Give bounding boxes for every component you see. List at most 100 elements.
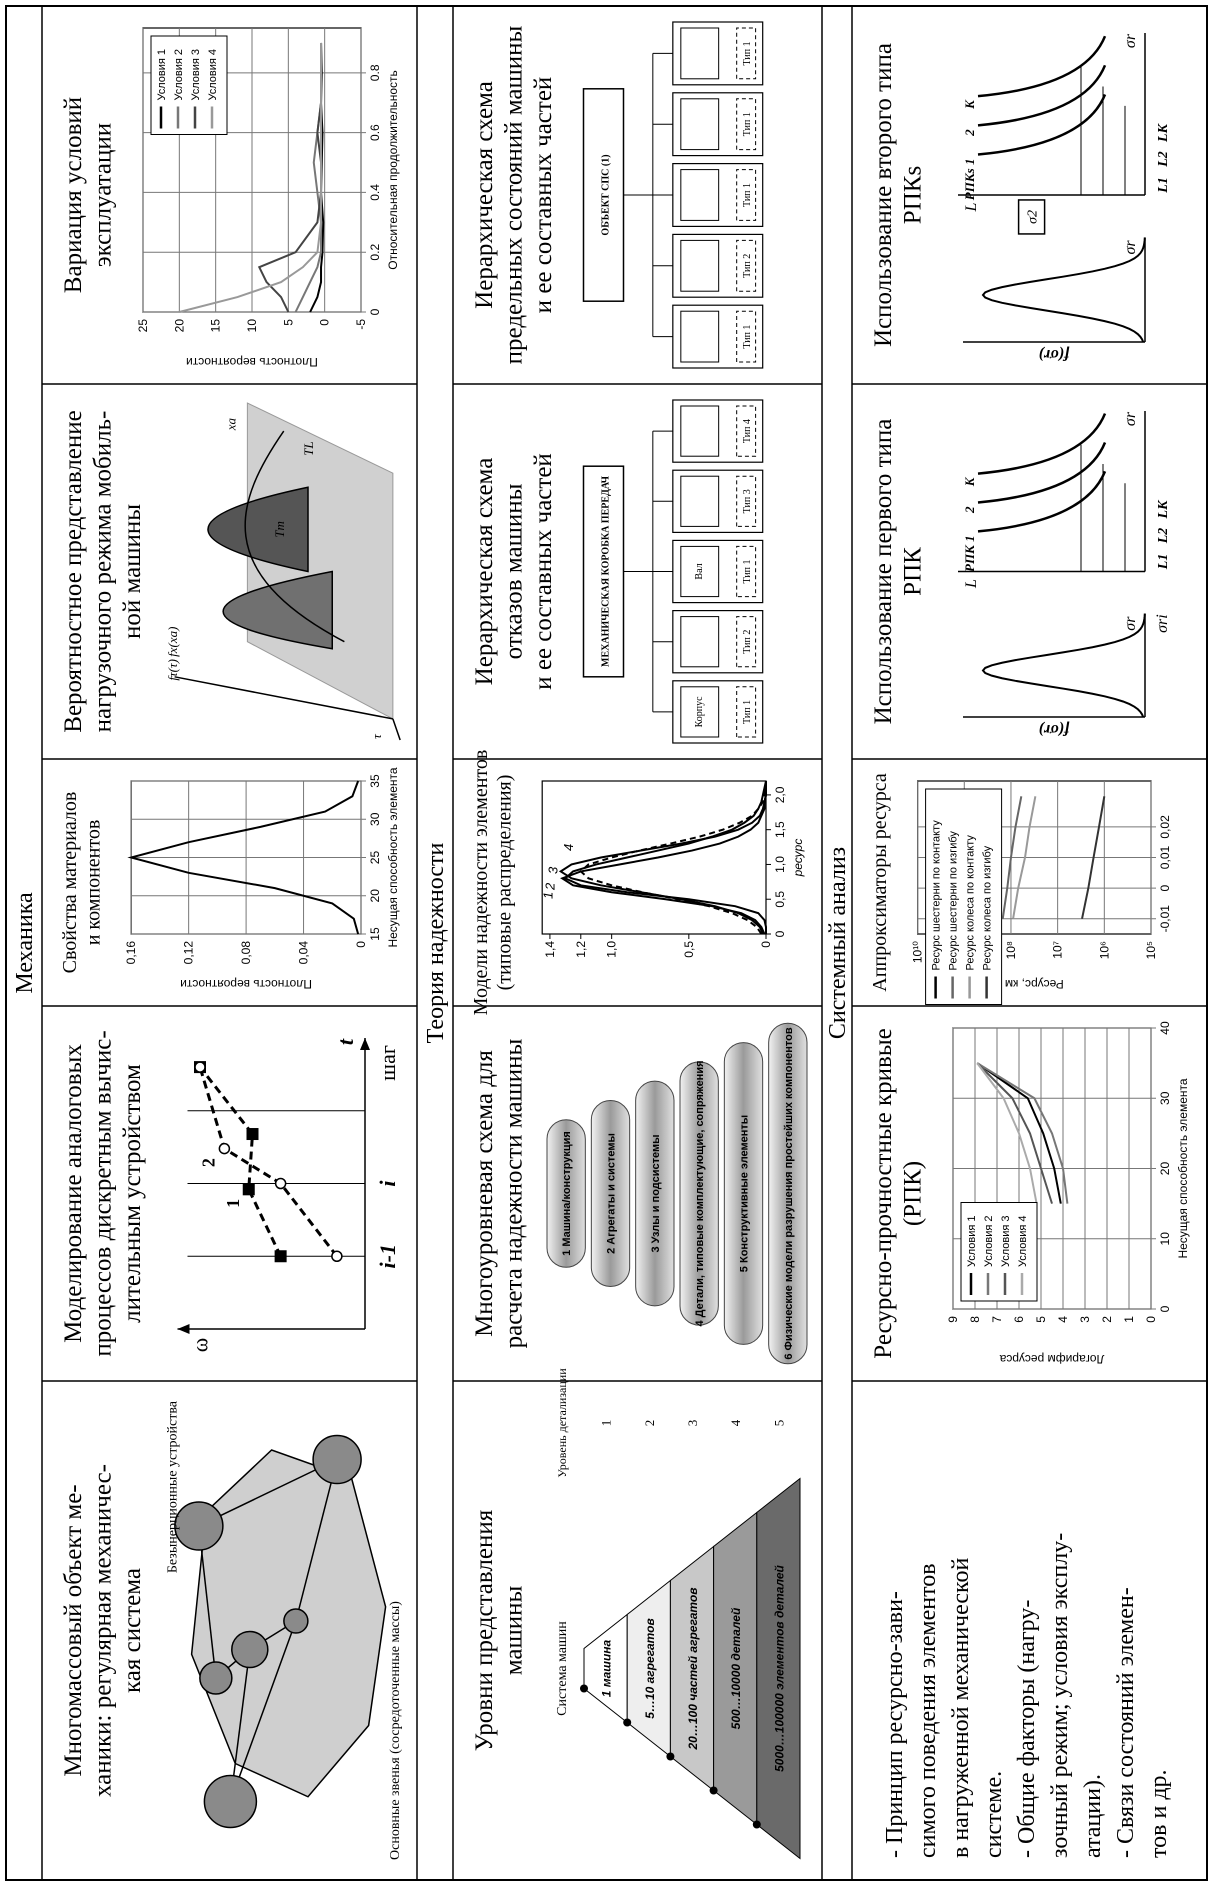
x-tick-label: 2,0 <box>773 786 787 803</box>
cell-title: Ресурсно-прочностные кривые <box>870 1028 897 1358</box>
y-tick-label: 20 <box>172 319 186 333</box>
inner-box <box>681 28 719 79</box>
axis-label: σr <box>1122 616 1139 631</box>
x-tick-label: 35 <box>368 774 382 788</box>
legend-label: Условия 3 <box>1000 1215 1012 1267</box>
cell-title: отказов машины <box>501 483 528 659</box>
cell-title: Иерархическая схема <box>471 458 498 686</box>
page: МеханикаМногомассовый объект ме-ханики: … <box>0 0 1213 1898</box>
cell-title: Многоуровневая схема для <box>471 1050 498 1337</box>
curve-label: K <box>962 476 977 487</box>
y-tick-label: 0,12 <box>182 941 196 965</box>
y-tick-label: 0 <box>354 941 368 948</box>
cell-title: РПК <box>900 547 927 596</box>
type-label: Тип 1 <box>742 700 753 724</box>
x-tick-label: 30 <box>368 812 382 826</box>
y-tick-label: 0 <box>759 941 773 948</box>
x-tick-label: -0,01 <box>1158 905 1172 933</box>
y-tick-label: -5 <box>354 319 368 330</box>
y-tick-label: 0,5 <box>682 941 696 958</box>
axis-label: σr <box>1122 240 1139 255</box>
cell-title: и компонентов <box>83 820 105 946</box>
body-text: зочный режим; условия эксплу- <box>1047 1533 1073 1858</box>
cell-title: нагрузочного режима мобиль- <box>90 411 117 733</box>
bar-label: 6 Физические модели разрушения простейши… <box>783 1027 795 1359</box>
x-tick-label: 0 <box>1158 1305 1172 1312</box>
legend-label: Условия 1 <box>966 1215 978 1267</box>
cell-title: предельных состояний машины <box>501 25 528 364</box>
y-axis-label: Плотность вероятности <box>180 977 312 991</box>
y-tick-label: 0 <box>1144 1316 1158 1323</box>
tick-label: i-1 <box>375 1244 400 1268</box>
type-label: Тип 1 <box>742 325 753 349</box>
annotation: Tm <box>272 521 287 538</box>
type-label: Тип 3 <box>742 489 753 513</box>
axis-label: шаг <box>375 1045 400 1081</box>
circle-point <box>219 1144 229 1154</box>
annotation: Безынерционные устройства <box>166 1400 181 1573</box>
cell-title: процессов дискретным вычис- <box>90 1030 117 1356</box>
y-tick-label: 10⁶ <box>1097 941 1111 959</box>
y-tick-label: 10⁵ <box>1144 941 1158 959</box>
square-point <box>247 1128 259 1140</box>
level-dot <box>623 1719 631 1727</box>
body-text: тов и др. <box>1146 1769 1172 1858</box>
level-label: L2 <box>1156 528 1171 545</box>
mass <box>313 1436 361 1484</box>
cell-title: и ее составных частей <box>530 77 557 314</box>
level-number: 5 <box>771 1420 786 1427</box>
circle-point <box>332 1251 342 1261</box>
level-label: LK <box>1156 499 1171 520</box>
legend-label: Ресурс колеса по изгибу <box>982 845 994 970</box>
section-title: Теория надежности <box>423 843 449 1044</box>
inner-box <box>681 99 719 150</box>
cell-title: Уровни представления <box>471 1509 498 1751</box>
cell-title: (РПК) <box>900 1161 927 1226</box>
curve-label: РПК 1 <box>962 535 977 572</box>
type-label: Тип 1 <box>742 559 753 583</box>
legend-label: Условия 4 <box>207 49 219 101</box>
y-tick-label: 3 <box>1078 1316 1092 1323</box>
series-label: 1 <box>223 1199 243 1208</box>
cell-title: ханики: регулярная механичес- <box>90 1464 117 1797</box>
cell-title: Вариация условий <box>60 97 87 293</box>
x-tick-label: 15 <box>368 927 382 941</box>
x-tick-label: 10 <box>1158 1232 1172 1246</box>
level-label: 1 машина <box>600 1639 614 1697</box>
inner-box <box>681 240 719 291</box>
annotation: Уровень детализации <box>555 1368 569 1478</box>
inner-box <box>681 170 719 221</box>
y-axis-label: Плотность вероятности <box>186 355 318 369</box>
inner-box <box>681 406 719 456</box>
body-text: системе. <box>981 1771 1007 1858</box>
cell-title: Использование второго типа <box>870 43 897 347</box>
legend-label: Ресурс шестерни по контакту <box>931 820 943 971</box>
annotation: TL <box>301 441 316 455</box>
mass <box>204 1776 256 1828</box>
x-tick-label: 0.2 <box>368 244 382 261</box>
x-tick-label: 0,01 <box>1158 845 1172 869</box>
tick-label: i <box>375 1180 400 1187</box>
level-dot <box>666 1753 674 1761</box>
x-axis-label: ресурс <box>791 839 805 878</box>
level-label: 5…10 агрегатов <box>643 1618 657 1718</box>
level-label: L2 <box>1156 151 1171 168</box>
y-tick-label: 10¹⁰ <box>911 941 925 963</box>
axis-label: f(σr) <box>1039 346 1070 363</box>
cell-title: расчета надежности машины <box>501 1038 528 1348</box>
y-tick-label: 0,08 <box>239 941 253 965</box>
axis-label: L <box>963 202 980 212</box>
circle-point <box>276 1179 286 1189</box>
bar-label: 4 Детали, типовые комплектующие, сопряже… <box>694 1060 706 1326</box>
level-label: 500…10000 деталей <box>729 1607 743 1729</box>
cell-title: Моделирование аналоговых <box>60 1044 87 1343</box>
type-label: Тип 4 <box>742 419 753 443</box>
cell-title: Аппроксиматоры ресурса <box>869 773 891 992</box>
y-tick-label: 5 <box>281 319 295 326</box>
y-tick-label: 7 <box>990 1316 1004 1323</box>
cell-title: и ее составных частей <box>530 453 557 690</box>
type-label: Тип 1 <box>742 183 753 207</box>
cell-title: Вероятностное представление <box>60 410 87 732</box>
cell-title: Использование первого типа <box>870 419 897 725</box>
level-number: 3 <box>685 1420 700 1427</box>
